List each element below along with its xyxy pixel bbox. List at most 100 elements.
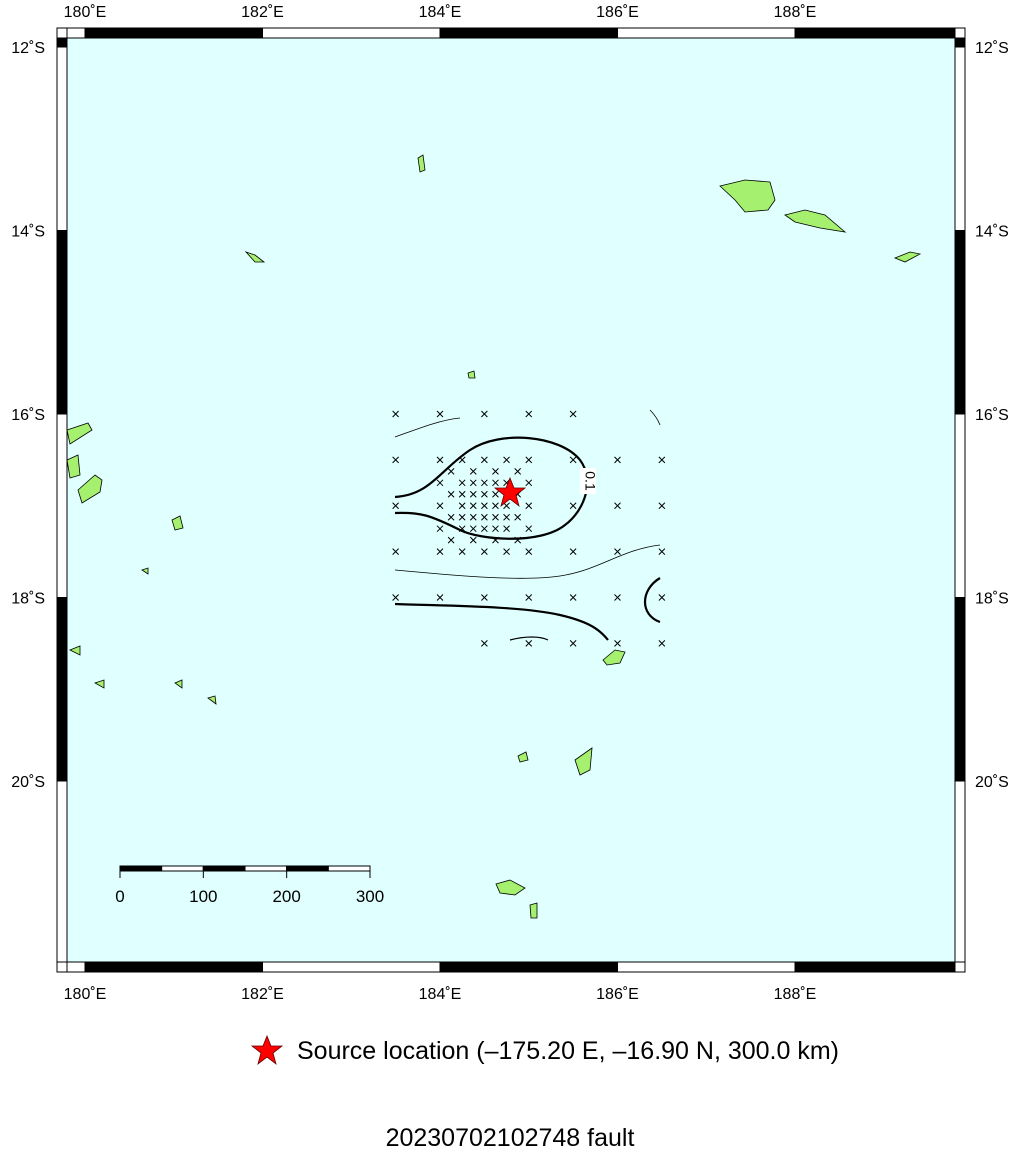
frame-band (954, 230, 966, 415)
grid-point (569, 548, 577, 555)
frame-band (56, 597, 68, 782)
scale-label: 200 (272, 887, 300, 906)
frame-band (66, 27, 86, 39)
frame-band (262, 961, 441, 973)
frame-band (954, 46, 966, 231)
grid-point (658, 594, 666, 601)
lat-tick-label: 16˚S (11, 407, 45, 424)
lat-tick-label: 20˚S (975, 774, 1009, 791)
grid-point (447, 513, 455, 521)
grid-point (614, 502, 621, 510)
contour-line (394, 544, 661, 579)
contour-label: 0.1 (582, 471, 598, 491)
grid-point (447, 536, 455, 544)
grid-point (392, 410, 399, 418)
grid-point (503, 525, 510, 533)
grid-point (481, 640, 488, 647)
frame-corner (954, 961, 966, 973)
grid-point (469, 490, 477, 498)
title: 20230702102748 fault (386, 1124, 635, 1149)
grid-point (458, 456, 466, 464)
grid-point (514, 467, 522, 475)
grid-point (436, 479, 444, 487)
grid-point (492, 490, 499, 498)
grid-point (436, 410, 444, 418)
contour-label-bg (580, 468, 596, 494)
grid-point (525, 640, 533, 647)
grid-point (447, 467, 455, 475)
contour-line (394, 602, 609, 641)
lon-tick-label: 186˚E (596, 986, 639, 1003)
frame-band (56, 230, 68, 415)
scale-segment (286, 865, 329, 872)
frame-corner (954, 27, 966, 39)
grid-point (525, 594, 533, 601)
frame-band (262, 27, 441, 39)
grid-point (436, 525, 444, 533)
grid-point (436, 548, 444, 555)
grid-point (481, 479, 488, 487)
scale-segment (327, 865, 371, 872)
lon-tick-label: 182˚E (241, 4, 284, 21)
grid-point (481, 525, 488, 533)
grid-point (525, 525, 533, 533)
frame-band (84, 27, 263, 39)
grid-point (614, 594, 621, 601)
scale-segment (119, 865, 163, 872)
frame-band (56, 413, 68, 598)
islands (66, 154, 922, 919)
grid-point (658, 548, 666, 555)
grid-point (614, 456, 621, 464)
grid-point (481, 456, 488, 464)
lat-tick-label: 12˚S (975, 40, 1009, 57)
grid-point (469, 502, 477, 510)
grid-point (569, 456, 577, 464)
grid-point (447, 490, 455, 498)
grid-point (525, 410, 533, 418)
grid-point (525, 502, 533, 510)
grid-point (492, 467, 499, 475)
grid-point (469, 467, 477, 475)
grid-points (392, 410, 666, 647)
grid-point (658, 456, 666, 464)
frame-band (954, 597, 966, 782)
lat-tick-label: 14˚S (11, 224, 45, 241)
grid-point (481, 490, 488, 498)
frame-band (439, 961, 618, 973)
frame-band (84, 961, 263, 973)
grid-point (436, 456, 444, 464)
frame-band (794, 961, 956, 973)
grid-point (481, 594, 488, 601)
grid-point (469, 479, 477, 487)
grid-point (481, 502, 488, 510)
contours: 0.1 (394, 409, 661, 641)
grid-point (481, 548, 488, 555)
lon-tick-label: 188˚E (774, 4, 817, 21)
lon-tick-label: 180˚E (64, 986, 107, 1003)
lat-tick-label: 16˚S (975, 407, 1009, 424)
frame-band (56, 46, 68, 231)
frame-band (56, 37, 68, 48)
lat-tick-label: 18˚S (975, 591, 1009, 608)
lon-tick-label: 180˚E (64, 4, 107, 21)
grid-point (392, 502, 399, 510)
grid-point (503, 456, 510, 464)
grid-point (492, 525, 499, 533)
scale-label: 100 (189, 887, 217, 906)
lat-tick-label: 18˚S (11, 591, 45, 608)
contour-line (649, 409, 661, 426)
lon-tick-label: 186˚E (596, 4, 639, 21)
grid-point (503, 513, 510, 521)
frame-corner (56, 27, 68, 39)
frame-corner (56, 961, 68, 973)
lon-tick-label: 184˚E (419, 4, 462, 21)
grid-point (525, 456, 533, 464)
frame-band (617, 27, 796, 39)
grid-point (392, 594, 399, 601)
contour-line (644, 577, 661, 624)
lon-tick-label: 188˚E (774, 986, 817, 1003)
source-star (493, 476, 527, 508)
grid-point (458, 525, 466, 533)
frame-band (439, 27, 618, 39)
